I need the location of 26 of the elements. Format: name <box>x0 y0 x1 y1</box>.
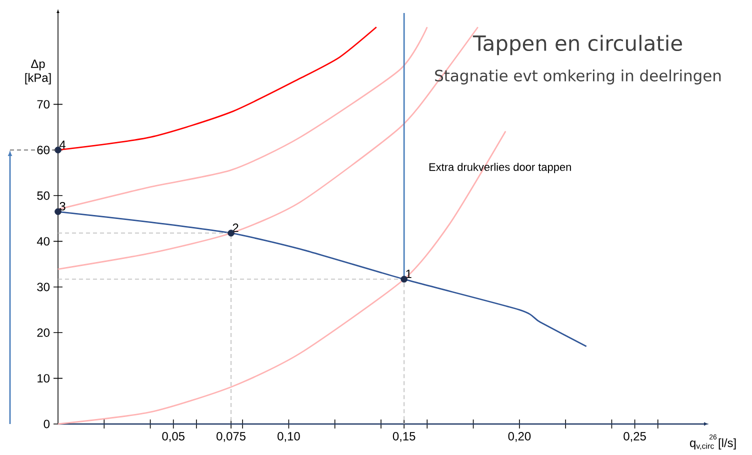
annotation: 3 <box>60 202 66 210</box>
annotation: 4 <box>59 140 66 149</box>
point <box>400 276 408 283</box>
y-tick-label: 0 <box>44 420 50 428</box>
y-tick-label: 10 <box>38 374 50 383</box>
text: Tappen en circulatie <box>472 34 682 56</box>
y-tick-label: 30 <box>37 282 50 292</box>
y-tick-label: 70 <box>37 100 50 109</box>
point <box>54 208 62 216</box>
y-axis-title: Δp [kPa] <box>25 60 51 84</box>
y-tick-label: 60 <box>37 146 50 154</box>
y-tick-label: 20 <box>37 328 50 337</box>
x-tick-label: 0,20 <box>508 432 531 442</box>
x-tick-label: 0,075 <box>216 432 246 442</box>
annotation: Extra drukverlies door tappen <box>429 162 571 174</box>
point <box>228 230 234 236</box>
text: Stagnatie evt omkering in deelringen <box>435 70 721 84</box>
x-tick-label: 0,05 <box>162 432 184 442</box>
annotation: 1 <box>406 270 412 278</box>
y-tick-label: 50 <box>37 191 50 200</box>
x-tick-label: 0,25 <box>624 432 646 442</box>
y-tick-label: 40 <box>36 237 50 246</box>
x-tick-label: 0,10 <box>278 432 300 442</box>
x-tick-label: 0,15 <box>392 432 416 442</box>
annotation: 2 <box>232 224 238 232</box>
x-axis-title: q$_{v,circ}$ [l/s] <box>690 438 736 450</box>
